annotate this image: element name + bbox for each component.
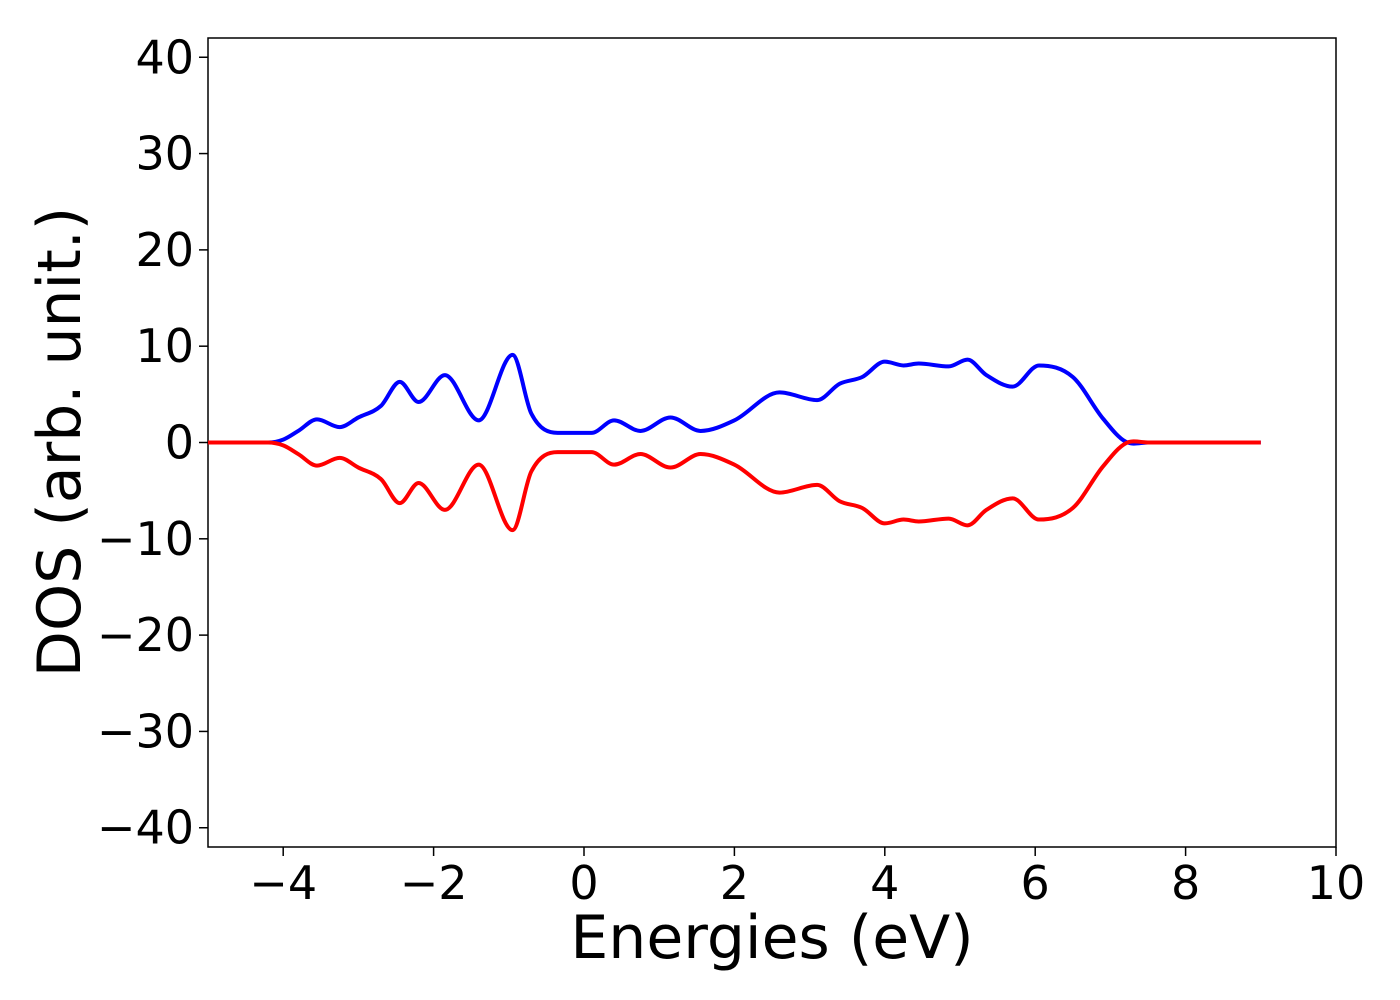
x-tick-label: 0 [569, 856, 598, 910]
y-tick-label: 0 [165, 416, 194, 470]
y-tick-label: 20 [135, 223, 194, 277]
y-tick-label: 40 [135, 30, 194, 84]
y-tick-label: 30 [135, 127, 194, 181]
y-axis-ticks: −40 −30 −20 −10 0 10 20 30 40 [97, 30, 208, 855]
x-axis-ticks: −4 −2 0 2 4 6 8 10 [249, 847, 1365, 910]
dos-down-line [207, 439, 1261, 533]
y-tick-label: −10 [97, 512, 194, 566]
y-tick-label: −40 [97, 801, 194, 855]
y-tick-label: 10 [135, 319, 194, 373]
x-tick-label: 10 [1307, 856, 1366, 910]
x-axis-title: Energies (eV) [570, 903, 973, 973]
y-tick-label: −20 [97, 608, 194, 662]
y-tick-label: −30 [97, 704, 194, 758]
x-tick-label: 4 [870, 856, 899, 910]
y-axis-title: DOS (arb. unit.) [25, 207, 95, 677]
x-tick-label: −4 [249, 856, 317, 910]
x-tick-label: 8 [1171, 856, 1200, 910]
series-layer [207, 352, 1261, 533]
x-tick-label: −2 [400, 856, 468, 910]
dos-up-line [207, 352, 1261, 446]
x-tick-label: 6 [1021, 856, 1050, 910]
x-tick-label: 2 [720, 856, 749, 910]
